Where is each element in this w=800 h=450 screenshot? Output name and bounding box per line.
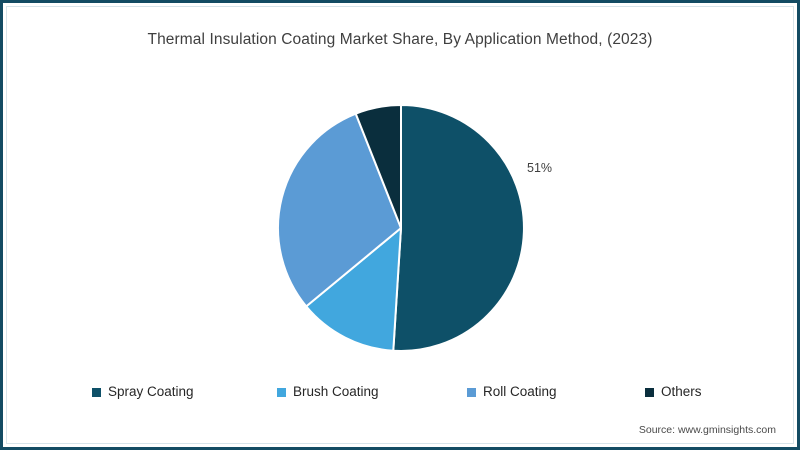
legend-item-brush-coating[interactable]: Brush Coating [277, 381, 379, 403]
legend-swatch-roll-coating [467, 387, 476, 397]
pie-slice-roll-coating[interactable] [277, 112, 402, 308]
legend-item-spray-coating[interactable]: Spray Coating [92, 381, 194, 403]
legend-swatch-spray-coating [92, 387, 101, 397]
legend-swatch-brush-coating [277, 387, 286, 397]
pie-slice-others[interactable] [354, 104, 402, 229]
legend-label-spray-coating: Spray Coating [108, 384, 194, 400]
pie-chart-svg [277, 104, 525, 352]
chart-legend: Spray Coating Brush Coating Roll Coating… [0, 381, 800, 403]
source-attribution: Source: www.gminsights.com [638, 424, 776, 436]
page-title: Thermal Insulation Coating Market Share,… [147, 31, 653, 48]
legend-label-roll-coating: Roll Coating [483, 384, 557, 400]
legend-label-brush-coating: Brush Coating [293, 384, 379, 400]
pie-slice-group [277, 104, 525, 352]
pie-slice-brush-coating[interactable] [305, 227, 402, 352]
legend-label-others: Others [661, 384, 702, 400]
legend-item-roll-coating[interactable]: Roll Coating [467, 381, 557, 403]
pie-chart [277, 104, 525, 352]
legend-item-others[interactable]: Others [645, 381, 702, 403]
pie-slice-spray-coating[interactable] [392, 104, 525, 352]
legend-swatch-others [645, 387, 654, 397]
pie-data-label-spray-coating: 51% [527, 161, 553, 175]
